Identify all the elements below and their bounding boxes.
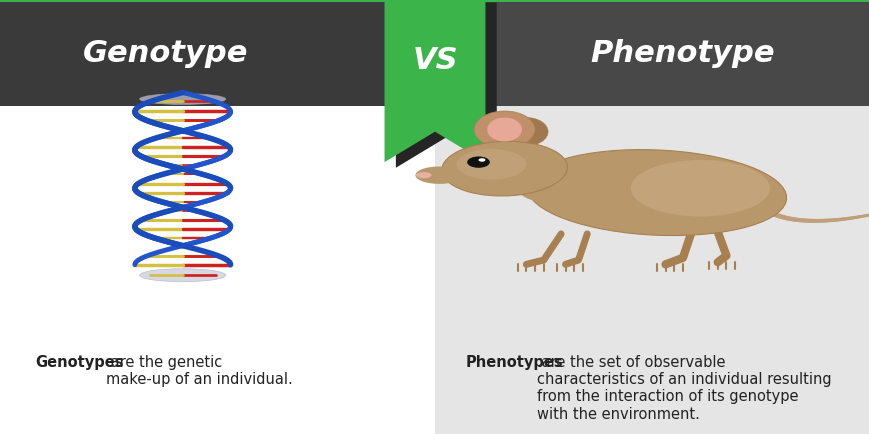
- Ellipse shape: [513, 161, 591, 204]
- Ellipse shape: [139, 95, 226, 105]
- Text: Genotypes: Genotypes: [35, 354, 123, 368]
- FancyBboxPatch shape: [434, 0, 869, 106]
- FancyBboxPatch shape: [0, 106, 434, 434]
- Ellipse shape: [504, 118, 547, 146]
- Text: are the set of observable
characteristics of an individual resulting
from the in: are the set of observable characteristic…: [536, 354, 831, 421]
- Text: Phenotypes: Phenotypes: [465, 354, 562, 368]
- Ellipse shape: [456, 150, 526, 180]
- FancyBboxPatch shape: [0, 0, 869, 3]
- Ellipse shape: [527, 150, 786, 236]
- Ellipse shape: [487, 118, 521, 142]
- Polygon shape: [395, 3, 496, 168]
- Ellipse shape: [441, 142, 567, 197]
- Ellipse shape: [415, 167, 463, 184]
- Polygon shape: [384, 0, 485, 163]
- Ellipse shape: [474, 112, 534, 148]
- Text: VS: VS: [412, 46, 457, 75]
- Circle shape: [478, 159, 485, 162]
- FancyBboxPatch shape: [0, 0, 434, 106]
- Circle shape: [467, 157, 489, 168]
- Ellipse shape: [139, 269, 226, 282]
- Text: are the genetic
make-up of an individual.: are the genetic make-up of an individual…: [106, 354, 293, 386]
- Text: Phenotype: Phenotype: [590, 39, 774, 68]
- Text: Genotype: Genotype: [83, 39, 248, 68]
- Ellipse shape: [415, 173, 431, 179]
- Ellipse shape: [630, 161, 769, 217]
- FancyBboxPatch shape: [434, 106, 869, 434]
